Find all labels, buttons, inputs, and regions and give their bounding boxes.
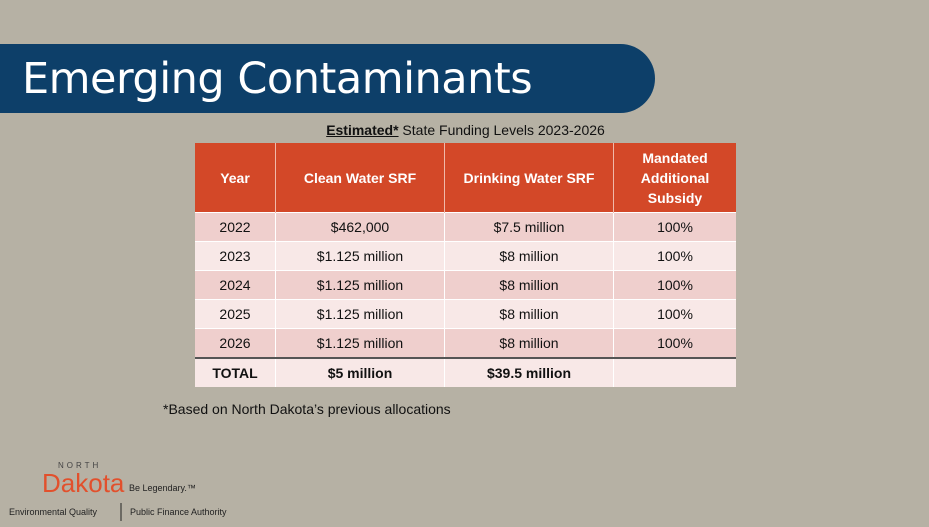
- table-row: 2023 $1.125 million $8 million 100%: [195, 241, 736, 271]
- cell-year: 2023: [195, 241, 276, 271]
- table-caption: Estimated* State Funding Levels 2023-202…: [195, 122, 736, 138]
- cell-clean-water: $1.125 million: [275, 241, 445, 271]
- caption-emphasis: Estimated*: [326, 122, 399, 138]
- total-subsidy: [613, 357, 736, 387]
- cell-drinking-water: $7.5 million: [444, 212, 614, 242]
- cell-drinking-water: $8 million: [444, 299, 614, 329]
- logo-dept-public-finance-authority: Public Finance Authority: [130, 507, 227, 517]
- cell-drinking-water: $8 million: [444, 241, 614, 271]
- header-row: Year Clean Water SRF Drinking Water SRF …: [195, 143, 736, 213]
- funding-table: Year Clean Water SRF Drinking Water SRF …: [195, 143, 736, 387]
- total-row: TOTAL $5 million $39.5 million: [195, 357, 736, 387]
- logo-tagline: Be Legendary.™: [129, 483, 196, 493]
- table-row: 2025 $1.125 million $8 million 100%: [195, 299, 736, 329]
- table-row: 2022 $462,000 $7.5 million 100%: [195, 212, 736, 242]
- cell-subsidy: 100%: [613, 328, 736, 358]
- cell-drinking-water: $8 million: [444, 270, 614, 300]
- nd-logo: NORTH Dakota Be Legendary.™ Environmenta…: [0, 455, 250, 527]
- table-row: 2026 $1.125 million $8 million 100%: [195, 328, 736, 358]
- cell-clean-water: $1.125 million: [275, 270, 445, 300]
- header-clean-water: Clean Water SRF: [275, 143, 445, 213]
- footnote: *Based on North Dakota’s previous alloca…: [163, 401, 451, 417]
- total-clean-water: $5 million: [275, 357, 445, 387]
- table-row: 2024 $1.125 million $8 million 100%: [195, 270, 736, 300]
- cell-subsidy: 100%: [613, 212, 736, 242]
- logo-dakota: Dakota: [42, 468, 125, 498]
- total-year: TOTAL: [195, 357, 276, 387]
- header-drinking-water: Drinking Water SRF: [444, 143, 614, 213]
- cell-year: 2024: [195, 270, 276, 300]
- title-banner: Emerging Contaminants: [0, 44, 655, 113]
- header-year: Year: [195, 143, 276, 213]
- logo-north: NORTH: [58, 461, 101, 470]
- cell-year: 2026: [195, 328, 276, 358]
- total-drinking-water: $39.5 million: [444, 357, 614, 387]
- logo-dept-environmental-quality: Environmental Quality: [9, 507, 98, 517]
- north-dakota-logo: NORTH Dakota Be Legendary.™ Environmenta…: [9, 461, 227, 521]
- header-subsidy: Mandated Additional Subsidy: [613, 143, 736, 213]
- cell-clean-water: $462,000: [275, 212, 445, 242]
- cell-clean-water: $1.125 million: [275, 328, 445, 358]
- cell-subsidy: 100%: [613, 270, 736, 300]
- cell-drinking-water: $8 million: [444, 328, 614, 358]
- cell-subsidy: 100%: [613, 241, 736, 271]
- cell-subsidy: 100%: [613, 299, 736, 329]
- header-subsidy-label: Mandated Additional Subsidy: [640, 149, 710, 206]
- slide-title: Emerging Contaminants: [22, 54, 533, 104]
- cell-year: 2025: [195, 299, 276, 329]
- caption-text: State Funding Levels 2023-2026: [398, 122, 605, 138]
- cell-clean-water: $1.125 million: [275, 299, 445, 329]
- cell-year: 2022: [195, 212, 276, 242]
